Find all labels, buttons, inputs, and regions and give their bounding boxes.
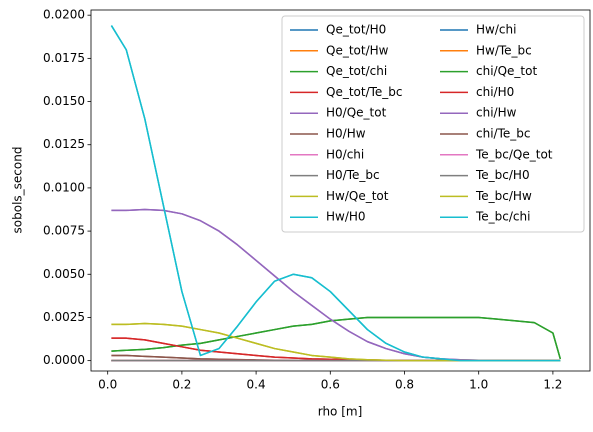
legend-label: Hw/H0 [326, 210, 366, 224]
axes-frame [90, 9, 591, 372]
plot-area [110, 25, 562, 362]
legend-label: H0/Qe_tot [326, 106, 387, 120]
legend-label: Qe_tot/chi [326, 64, 387, 78]
legend-label: Hw/Qe_tot [326, 189, 389, 203]
x-tick-label: 1.0 [469, 378, 488, 392]
legend-label: Hw/chi [476, 23, 516, 37]
legend-label: chi/Te_bc [476, 127, 530, 141]
legend: Qe_tot/H0 Qe_tot/Hw Qe_tot/chi Qe_tot/Te_bc… [281, 15, 585, 233]
legend-label: chi/Hw [476, 106, 517, 120]
series-line [110, 25, 561, 362]
legend-label: Qe_tot/Te_bc [326, 85, 403, 99]
legend-label: chi/Qe_tot [476, 64, 537, 78]
legend-label: Qe_tot/H0 [326, 23, 386, 37]
y-tick-label: 0.0125 [43, 137, 85, 151]
x-tick-label: 1.2 [543, 378, 562, 392]
legend-label: H0/Te_bc [326, 168, 380, 182]
legend-label: H0/Hw [326, 127, 366, 141]
y-axis-label: sobols_second [11, 147, 25, 234]
y-tick-label: 0.0175 [43, 51, 85, 65]
y-tick-label: 0.0025 [43, 310, 85, 324]
x-tick-label: 0.8 [395, 378, 414, 392]
x-tick-label: 0.6 [321, 378, 340, 392]
legend-label: Qe_tot/Hw [326, 43, 389, 57]
x-axis-label: rho [m] [318, 405, 363, 419]
y-tick-label: 0.0050 [43, 267, 85, 281]
x-tick-label: 0.0 [98, 378, 117, 392]
legend-box [281, 15, 585, 233]
y-tick-label: 0.0200 [43, 8, 85, 22]
x-tick-label: 0.2 [172, 378, 191, 392]
legend-label: Te_bc/Qe_tot [475, 147, 553, 161]
y-tick-label: 0.0075 [43, 224, 85, 238]
series-line [111, 316, 562, 360]
legend-label: H0/chi [326, 147, 364, 161]
y-tick-label: 0.0150 [43, 94, 85, 108]
legend-label: chi/H0 [476, 85, 514, 99]
x-tick-label: 0.4 [247, 378, 266, 392]
y-tick-label: 0.0100 [43, 180, 85, 194]
legend-label: Te_bc/Hw [475, 189, 532, 203]
legend-label: Te_bc/H0 [475, 168, 530, 182]
y-tick-label: 0.0000 [43, 353, 85, 367]
legend-label: Hw/Te_bc [476, 43, 532, 57]
legend-label: Te_bc/chi [475, 210, 530, 224]
